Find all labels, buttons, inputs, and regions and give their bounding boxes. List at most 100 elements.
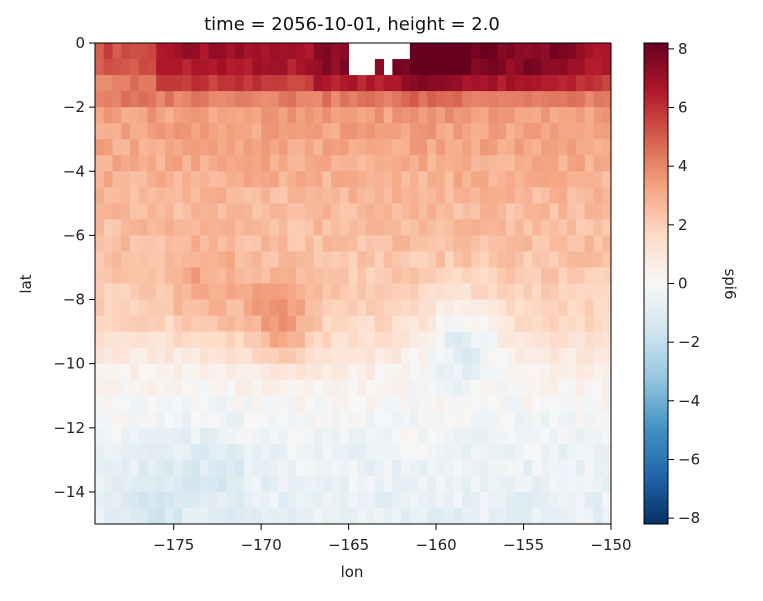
heatmap-cell: [488, 91, 498, 108]
heatmap-cell: [401, 427, 411, 445]
heatmap-cell: [602, 491, 612, 509]
heatmap-cell: [584, 315, 594, 332]
heatmap-cell: [129, 411, 140, 429]
heatmap-cell: [593, 123, 603, 140]
heatmap-cell: [287, 395, 297, 413]
heatmap-cell: [541, 123, 551, 140]
heatmap-cell: [226, 203, 236, 220]
heatmap-cell: [444, 283, 454, 300]
heatmap-cell: [401, 379, 411, 397]
heatmap-cell: [322, 171, 332, 188]
heatmap-cell: [506, 267, 516, 284]
heatmap-cell: [129, 283, 140, 300]
heatmap-cell: [462, 43, 472, 60]
heatmap-cell: [366, 251, 376, 268]
heatmap-cell: [366, 395, 376, 413]
heatmap-cell: [409, 43, 419, 60]
heatmap-cell: [409, 139, 419, 156]
heatmap-cell: [217, 411, 227, 429]
heatmap-cell: [383, 315, 393, 332]
heatmap-cell: [523, 379, 533, 397]
heatmap-cell: [147, 59, 157, 76]
heatmap-cell: [392, 459, 402, 477]
heatmap-cell: [444, 59, 454, 76]
heatmap-cell: [339, 491, 350, 509]
heatmap-cell: [418, 507, 428, 525]
heatmap-cell: [506, 331, 516, 349]
heatmap-cell: [392, 363, 402, 381]
heatmap-cell: [497, 363, 507, 381]
heatmap-cell: [252, 219, 262, 236]
heatmap-cell: [234, 395, 245, 413]
heatmap-cell: [261, 395, 271, 413]
heatmap-cell: [576, 299, 586, 316]
heatmap-cell: [523, 411, 533, 429]
heatmap-cell: [558, 155, 568, 172]
heatmap-cell: [208, 443, 218, 461]
heatmap-cell: [584, 75, 594, 92]
heatmap-cell: [366, 203, 376, 220]
heatmap-cell: [567, 331, 577, 349]
heatmap-cell: [558, 107, 568, 124]
heatmap-cell: [567, 267, 577, 284]
heatmap-cell: [383, 171, 393, 188]
heatmap-cell: [138, 315, 148, 332]
heatmap-cell: [191, 251, 201, 268]
heatmap-cell: [226, 507, 236, 525]
heatmap-cell: [313, 59, 323, 76]
heatmap-cell: [243, 363, 253, 381]
heatmap-cell: [593, 491, 603, 509]
heatmap-cell: [322, 203, 332, 220]
heatmap-cell: [392, 171, 402, 188]
heatmap-cell: [164, 363, 175, 381]
heatmap-cell: [226, 91, 236, 108]
heatmap-cell: [401, 219, 411, 236]
heatmap-cell: [348, 299, 358, 316]
heatmap-cell: [164, 379, 175, 397]
heatmap-cell: [523, 427, 533, 445]
heatmap-cell: [182, 411, 192, 429]
heatmap-cell: [226, 315, 236, 332]
heatmap-cell: [436, 203, 446, 220]
heatmap-cell: [269, 219, 280, 236]
heatmap-cell: [462, 299, 472, 316]
heatmap-cell: [331, 491, 341, 509]
heatmap-cell: [226, 59, 236, 76]
colorbar: [643, 42, 669, 525]
heatmap-cell: [514, 427, 524, 445]
heatmap-cell: [427, 491, 437, 509]
heatmap-cell: [129, 315, 140, 332]
heatmap-cell: [243, 123, 253, 140]
heatmap-cell: [567, 315, 577, 332]
heatmap-cell: [541, 411, 551, 429]
heatmap-cell: [164, 475, 175, 493]
heatmap-cell: [269, 75, 280, 92]
heatmap-cell: [593, 299, 603, 316]
heatmap-cell: [558, 411, 568, 429]
heatmap-cell: [112, 459, 122, 477]
heatmap-cell: [488, 235, 498, 252]
heatmap-cell: [418, 315, 428, 332]
heatmap-cell: [488, 443, 498, 461]
heatmap-cell: [392, 219, 402, 236]
heatmap-cell: [348, 171, 358, 188]
heatmap-cell: [532, 347, 542, 365]
heatmap-cell: [278, 299, 288, 316]
heatmap-cell: [558, 187, 568, 204]
heatmap-cell: [182, 155, 192, 172]
heatmap-cell: [392, 347, 402, 365]
heatmap-cell: [296, 507, 306, 525]
heatmap-cell: [418, 459, 428, 477]
heatmap-cell: [558, 315, 568, 332]
heatmap-cell: [182, 91, 192, 108]
heatmap-cell: [497, 267, 507, 284]
heatmap-cell: [418, 123, 428, 140]
heatmap-cell: [409, 203, 419, 220]
heatmap-cell: [339, 379, 350, 397]
heatmap-cell: [602, 219, 612, 236]
heatmap-cell: [313, 299, 323, 316]
heatmap-cell: [471, 347, 481, 365]
heatmap-cell: [182, 139, 192, 156]
heatmap-cell: [593, 459, 603, 477]
heatmap-cell: [278, 331, 288, 349]
